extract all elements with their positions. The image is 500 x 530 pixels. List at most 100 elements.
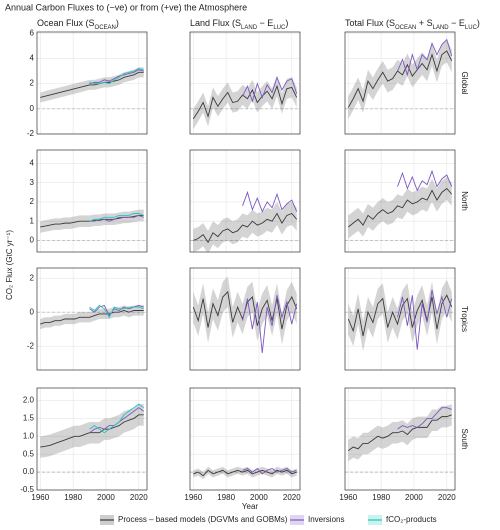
- plot-area: [40, 304, 144, 330]
- series-line: [89, 68, 144, 85]
- panel-background: [190, 268, 300, 370]
- legend-label: fCO₂-products: [386, 515, 437, 524]
- title-part: − E: [449, 18, 465, 28]
- panel-border: [189, 267, 301, 371]
- legend-label: Process – based models (DGVMs and GOBMs): [118, 515, 288, 524]
- title-part: ): [477, 18, 480, 28]
- y-tick-label: 1.5: [23, 414, 35, 423]
- row-label: Tropics: [460, 306, 469, 332]
- y-tick-label: 0: [30, 307, 35, 316]
- series-line: [40, 414, 144, 448]
- x-tick-label: 1960: [184, 493, 202, 502]
- panel-border: [36, 31, 148, 135]
- x-tick-label: 2000: [250, 493, 268, 502]
- row-label: South: [460, 429, 469, 450]
- panel-background: [37, 388, 147, 490]
- plot-area: [347, 279, 453, 352]
- x-tick-label: 2020: [438, 493, 456, 502]
- series-line: [192, 84, 298, 120]
- y-tick-label: -0.5: [20, 485, 34, 494]
- x-tick-label: 2000: [405, 493, 423, 502]
- y-tick-label: 4: [30, 54, 35, 63]
- plot-area: [193, 466, 297, 480]
- row-label: North: [460, 191, 469, 211]
- series-line: [89, 213, 144, 222]
- series-line: [242, 190, 298, 213]
- x-tick-label: 2000: [97, 493, 115, 502]
- legend-label: Inversions: [308, 515, 344, 524]
- series-line: [89, 304, 144, 319]
- panel-background: [190, 388, 300, 490]
- plot-area: [40, 403, 144, 458]
- series-line: [397, 38, 453, 77]
- series-line: [347, 294, 453, 337]
- y-axis-label: CO₂ Flux (GtC yr⁻¹): [5, 230, 14, 300]
- uncertainty-band: [193, 76, 297, 129]
- y-tick-label: 2.0: [23, 396, 35, 405]
- series-line: [348, 187, 453, 228]
- panel-background: [345, 32, 455, 134]
- series-line: [397, 407, 452, 430]
- title-part: LUC: [273, 25, 286, 31]
- y-tick-label: 2: [30, 79, 35, 88]
- uncertainty-band: [348, 404, 452, 462]
- y-tick-label: 0: [30, 104, 35, 113]
- series-line: [242, 295, 298, 354]
- title-part: − E: [257, 18, 273, 28]
- series-line: [397, 169, 453, 192]
- y-tick-label: 2: [30, 197, 35, 206]
- y-tick-label: 0.0: [23, 467, 35, 476]
- series-line: [40, 310, 144, 325]
- title-part: Land Flux (S: [190, 18, 241, 28]
- series-line: [242, 75, 298, 103]
- uncertainty-band: [193, 201, 297, 252]
- y-tick-label: 1: [30, 216, 35, 225]
- x-tick-label: 1960: [339, 493, 357, 502]
- series-line: [397, 290, 453, 350]
- uncertainty-band: [193, 466, 297, 480]
- panel-border: [189, 387, 301, 491]
- y-tick-label: 1.0: [23, 431, 35, 440]
- panel-border: [36, 267, 148, 371]
- panel-border: [189, 149, 301, 253]
- series-line: [348, 414, 452, 451]
- panel-background: [345, 150, 455, 252]
- panel-background: [345, 388, 455, 490]
- y-tick-label: 2: [30, 273, 35, 282]
- title-part: LUC: [465, 25, 478, 31]
- series-line: [193, 212, 298, 244]
- chart-title: Annual Carbon Fluxes to (−ve) or from (+…: [5, 2, 247, 12]
- x-tick-label: 2020: [130, 493, 148, 502]
- plot-area: [40, 209, 144, 233]
- x-tick-label: 1980: [372, 493, 390, 502]
- uncertainty-band: [348, 39, 452, 119]
- y-tick-label: 6: [30, 28, 35, 37]
- title-part: OCEAN: [95, 25, 116, 31]
- plot-area: [192, 75, 298, 129]
- x-tick-label: 2020: [283, 493, 301, 502]
- y-tick-label: 0.5: [23, 449, 35, 458]
- plot-area: [347, 38, 453, 119]
- plot-area: [193, 190, 298, 252]
- plot-area: [348, 404, 452, 462]
- panel-border: [344, 267, 456, 371]
- panel-border: [344, 149, 456, 253]
- x-tick-label: 1980: [217, 493, 235, 502]
- x-axis-label: Year: [242, 502, 259, 511]
- x-tick-label: 1980: [64, 493, 82, 502]
- column-title: Land Flux (SLAND − ELUC): [190, 18, 288, 30]
- uncertainty-band: [40, 305, 144, 330]
- title-part: ): [116, 18, 119, 28]
- series-line: [40, 71, 144, 98]
- title-part: Ocean Flux (S: [37, 18, 95, 28]
- series-line: [89, 69, 144, 85]
- y-tick-label: 4: [30, 159, 35, 168]
- title-part: + S: [416, 18, 432, 28]
- panel-background: [190, 150, 300, 252]
- title-part: LAND: [433, 25, 450, 31]
- title-part: OCEAN: [395, 25, 416, 31]
- row-label: Global: [460, 71, 469, 94]
- panel-border: [36, 387, 148, 491]
- panel-background: [37, 268, 147, 370]
- series-line: [89, 403, 144, 434]
